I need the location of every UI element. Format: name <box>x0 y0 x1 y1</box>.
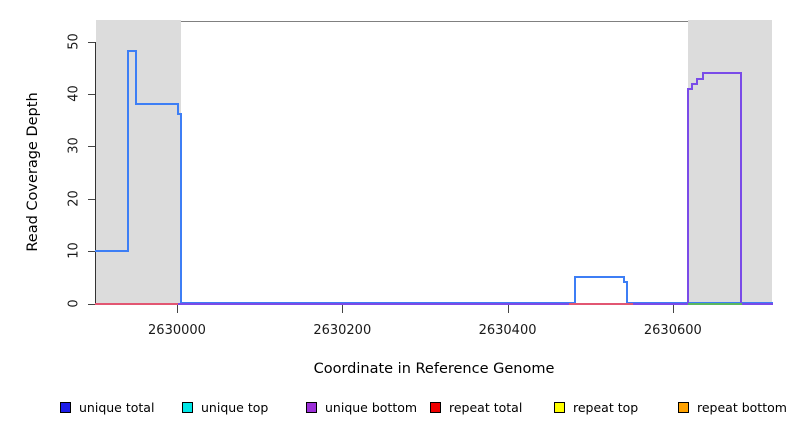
series-hseg-1 <box>701 72 742 75</box>
y-tick <box>88 146 95 148</box>
legend-item-repeat-top: repeat top <box>554 400 638 415</box>
series-hseg-1 <box>686 88 693 91</box>
series-vseg-0 <box>574 275 577 304</box>
series-vseg-0 <box>176 102 179 116</box>
series-vseg-1 <box>686 88 689 305</box>
y-tick-label: 10 <box>66 242 82 259</box>
legend-swatch-icon <box>430 402 441 413</box>
series-vseg-1 <box>690 82 693 91</box>
y-tick <box>88 198 95 200</box>
legend-label: unique top <box>201 400 269 415</box>
series-hseg-0 <box>574 275 626 278</box>
legend-label: repeat total <box>449 400 523 415</box>
plot-top-border <box>96 21 772 22</box>
series-vseg-0 <box>623 275 626 284</box>
series-hseg-0 <box>623 281 629 284</box>
series-vseg-1 <box>701 72 704 80</box>
legend-item-unique-bottom: unique bottom <box>306 400 417 415</box>
series-segment-2 <box>569 302 634 305</box>
legend-label: unique total <box>79 400 155 415</box>
x-axis-title: Coordinate in Reference Genome <box>313 361 555 377</box>
x-tick <box>176 304 178 313</box>
series-vseg-1 <box>739 72 742 305</box>
repeat-region-band <box>96 20 182 304</box>
legend-swatch-icon <box>306 402 317 413</box>
series-hseg-0 <box>134 102 179 105</box>
y-axis-title: Read Coverage Depth <box>25 92 41 252</box>
legend-item-unique-top: unique top <box>182 400 268 415</box>
legend-item-repeat-bottom: repeat bottom <box>678 400 787 415</box>
x-tick-label: 2630400 <box>478 322 537 338</box>
series-hseg-1 <box>695 77 704 80</box>
y-tick <box>88 93 95 95</box>
series-hseg-0 <box>127 50 137 53</box>
y-tick <box>88 303 95 305</box>
legend-item-unique-total: unique total <box>60 400 154 415</box>
series-hseg-1 <box>739 303 773 305</box>
series-hseg-0 <box>95 249 130 252</box>
legend-swatch-icon <box>554 402 565 413</box>
series-hseg-1 <box>95 303 689 305</box>
legend-swatch-icon <box>678 402 689 413</box>
series-vseg-1 <box>695 77 698 85</box>
legend-swatch-icon <box>60 402 71 413</box>
y-axis-line <box>95 41 96 305</box>
y-tick-label: 50 <box>66 32 82 50</box>
y-tick-label: 20 <box>66 189 82 207</box>
y-tick-label: 0 <box>66 298 82 308</box>
series-vseg-0 <box>180 113 183 304</box>
series-hseg-1 <box>690 82 698 85</box>
legend-item-repeat-total: repeat total <box>430 400 522 415</box>
y-tick <box>88 251 95 253</box>
y-tick-label: 40 <box>66 85 82 102</box>
y-tick-label: 30 <box>66 137 82 155</box>
x-tick-label: 2630000 <box>148 322 206 338</box>
y-tick <box>88 41 95 43</box>
x-tick-label: 2630600 <box>643 322 702 338</box>
legend-label: unique bottom <box>325 400 418 415</box>
series-segment-3 <box>688 302 742 305</box>
series-vseg-0 <box>626 281 629 304</box>
x-tick <box>342 304 344 313</box>
legend-label: repeat bottom <box>697 400 787 415</box>
x-tick <box>507 304 509 313</box>
legend-label: repeat top <box>573 400 639 415</box>
series-segment-2 <box>95 302 178 305</box>
series-vseg-0 <box>134 50 137 105</box>
legend-swatch-icon <box>182 402 193 413</box>
repeat-region-band <box>687 20 772 304</box>
series-vseg-0 <box>127 50 130 252</box>
series-hseg-0 <box>176 113 183 116</box>
x-tick-label: 2630200 <box>313 322 372 338</box>
x-tick <box>672 304 674 313</box>
